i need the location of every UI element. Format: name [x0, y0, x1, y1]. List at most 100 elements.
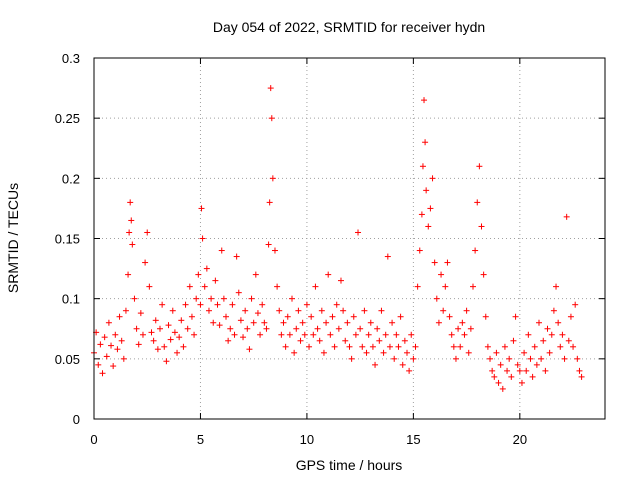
data-point	[467, 325, 474, 332]
data-point	[306, 343, 313, 350]
data-point	[284, 313, 291, 320]
data-point	[386, 343, 393, 350]
data-point	[112, 331, 119, 338]
data-point	[201, 283, 208, 290]
data-point	[521, 349, 528, 356]
data-point	[414, 283, 421, 290]
data-point	[266, 199, 273, 206]
data-point	[323, 319, 330, 326]
data-point	[357, 325, 364, 332]
data-point	[480, 271, 487, 278]
data-point	[171, 329, 178, 336]
data-point	[128, 217, 135, 224]
grid-lines	[94, 58, 605, 419]
data-point	[212, 277, 219, 284]
data-point	[561, 355, 568, 362]
data-point	[178, 317, 185, 324]
data-point	[120, 355, 127, 362]
data-point	[320, 349, 327, 356]
data-point	[344, 319, 351, 326]
data-point	[278, 331, 285, 338]
data-point	[95, 361, 102, 368]
data-point	[308, 313, 315, 320]
data-point	[572, 301, 579, 308]
data-point	[384, 253, 391, 260]
data-point	[484, 343, 491, 350]
data-point	[223, 313, 230, 320]
data-point	[289, 295, 296, 302]
data-point	[493, 349, 500, 356]
data-point	[476, 163, 483, 170]
data-point	[227, 325, 234, 332]
data-point	[472, 247, 479, 254]
data-point	[325, 271, 332, 278]
data-point	[271, 247, 278, 254]
data-point	[474, 199, 481, 206]
data-point	[518, 379, 525, 386]
data-point	[446, 313, 453, 320]
data-point	[210, 319, 217, 326]
data-point	[118, 337, 125, 344]
data-point	[198, 205, 205, 212]
data-point	[372, 361, 379, 368]
data-point	[327, 331, 334, 338]
data-point	[195, 271, 202, 278]
data-point	[127, 199, 134, 206]
data-point	[129, 241, 136, 248]
x-tick-label: 20	[513, 432, 527, 447]
x-tick-label: 5	[197, 432, 204, 447]
data-point	[331, 343, 338, 350]
data-point	[274, 283, 281, 290]
data-point	[110, 363, 117, 370]
data-point	[550, 307, 557, 314]
data-point	[191, 331, 198, 338]
x-tick-label: 0	[90, 432, 97, 447]
data-point	[257, 331, 264, 338]
data-point	[237, 317, 244, 324]
data-point	[101, 334, 108, 341]
data-point	[406, 367, 413, 374]
data-point	[154, 346, 161, 353]
data-point	[538, 355, 545, 362]
data-point	[506, 355, 513, 362]
data-point	[516, 367, 523, 374]
data-point	[482, 313, 489, 320]
data-point	[180, 343, 187, 350]
data-point	[97, 341, 104, 348]
data-point	[291, 349, 298, 356]
data-point	[425, 223, 432, 230]
data-point	[359, 343, 366, 350]
data-point	[244, 325, 251, 332]
data-point	[421, 97, 428, 104]
data-point	[235, 289, 242, 296]
data-point	[380, 349, 387, 356]
data-point	[382, 331, 389, 338]
data-point	[286, 331, 293, 338]
data-point	[352, 331, 359, 338]
data-point	[391, 355, 398, 362]
data-point	[114, 346, 121, 353]
data-point	[280, 319, 287, 326]
data-point	[487, 355, 494, 362]
y-tick-label: 0.15	[55, 232, 80, 247]
data-point	[557, 343, 564, 350]
data-point	[267, 85, 274, 92]
data-point	[216, 322, 223, 329]
data-point	[401, 337, 408, 344]
data-point	[335, 325, 342, 332]
data-point	[531, 343, 538, 350]
y-axis-label: SRMTID / TECUs	[5, 183, 21, 293]
data-point	[553, 283, 560, 290]
data-point	[408, 331, 415, 338]
data-point	[442, 283, 449, 290]
x-tick-label: 15	[406, 432, 420, 447]
data-point	[540, 337, 547, 344]
data-point	[340, 307, 347, 314]
data-point	[252, 271, 259, 278]
data-point	[242, 307, 249, 314]
data-point	[504, 367, 511, 374]
data-point	[369, 343, 376, 350]
data-point	[563, 213, 570, 220]
data-point	[501, 343, 508, 350]
